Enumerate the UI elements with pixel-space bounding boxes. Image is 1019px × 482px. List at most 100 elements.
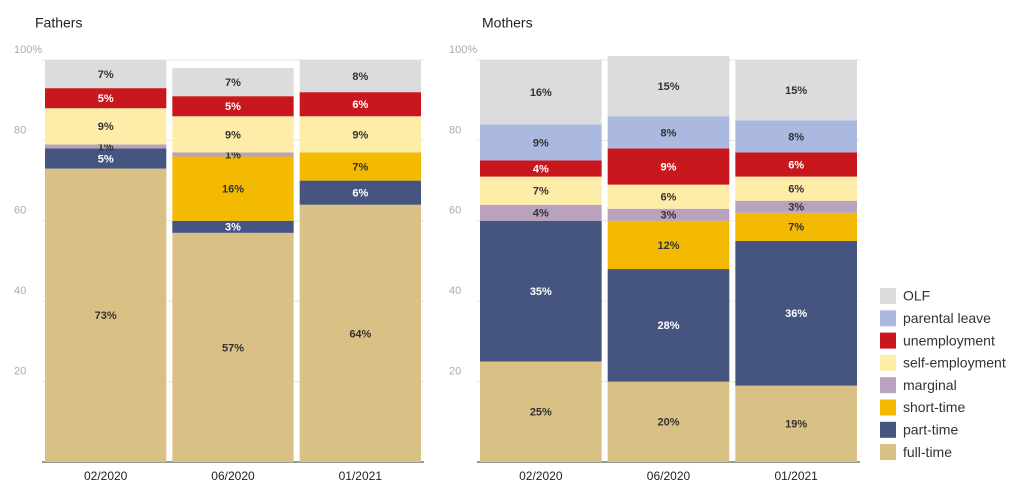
bar-segment [607, 269, 730, 382]
y-tick-label: 60 [449, 205, 461, 217]
legend-label: parental leave [903, 310, 991, 326]
data-label: 20% [657, 417, 679, 429]
data-label: 7% [788, 222, 804, 234]
data-label: 6% [352, 188, 368, 200]
data-label: 16% [222, 184, 244, 196]
y-tick-label: 40 [449, 285, 461, 297]
legend-swatch [880, 377, 896, 394]
data-label: 7% [225, 77, 241, 89]
x-tick-label: 01/2021 [774, 469, 818, 482]
legend-label: unemployment [903, 332, 995, 348]
data-label: 3% [661, 210, 677, 222]
bar-segment [607, 116, 730, 149]
data-label: 5% [98, 93, 114, 105]
x-tick-label: 06/2020 [211, 469, 255, 482]
bar-segment [299, 180, 421, 205]
bar-segment [45, 144, 167, 149]
data-label: 57% [222, 342, 244, 354]
legend-swatch [880, 354, 896, 371]
y-tick-label: 80 [449, 124, 461, 136]
legend-swatch [880, 332, 896, 349]
x-tick-label: 06/2020 [647, 469, 691, 482]
data-label: 7% [352, 161, 368, 173]
bar-segment [299, 116, 421, 153]
data-label: 73% [95, 310, 117, 322]
data-label: 3% [225, 222, 241, 234]
bar-segment [299, 60, 421, 93]
y-tick-label: 100% [449, 44, 477, 56]
bar-segment [607, 220, 730, 270]
data-label: 8% [352, 71, 368, 83]
legend-label: marginal [903, 377, 957, 393]
x-tick-label: 02/2020 [519, 469, 563, 482]
data-label: 15% [657, 81, 679, 93]
bar-segment [172, 152, 294, 157]
data-label: 19% [785, 419, 807, 431]
data-label: 3% [788, 202, 804, 214]
data-label: 7% [98, 69, 114, 81]
data-label: 9% [225, 129, 241, 141]
bar-segment [45, 108, 167, 145]
legend-swatch [880, 310, 896, 327]
legend-label: part-time [903, 422, 958, 438]
bar-segment [735, 200, 857, 213]
data-label: 5% [98, 153, 114, 165]
bar-segment [607, 208, 730, 221]
chart-title: Mothers [482, 15, 533, 31]
bar-segment [172, 232, 294, 462]
data-label: 64% [349, 328, 371, 340]
bar-segment [172, 68, 294, 97]
bar-segment [480, 204, 602, 221]
bar-segment [480, 361, 602, 462]
chart-title: Fathers [35, 15, 82, 31]
legend-label: full-time [903, 444, 952, 460]
bar-segment [480, 160, 602, 177]
bar-segment [172, 156, 294, 221]
data-label: 9% [98, 121, 114, 133]
bar-segment [735, 176, 857, 201]
bar-segment [45, 60, 167, 89]
bar-segment [735, 212, 857, 241]
data-label: 8% [661, 127, 677, 139]
data-label: 8% [788, 131, 804, 143]
y-tick-label: 60 [14, 205, 26, 217]
data-label: 9% [533, 137, 549, 149]
data-label: 7% [533, 186, 549, 198]
y-tick-label: 40 [14, 285, 26, 297]
legend-swatch [880, 399, 896, 416]
y-tick-label: 100% [14, 44, 42, 56]
bar-segment [735, 385, 857, 462]
bar-segment [299, 204, 421, 462]
legend-swatch [880, 421, 896, 438]
legend-swatch [880, 444, 896, 461]
y-tick-label: 20 [449, 366, 461, 378]
legend-swatch [880, 288, 896, 304]
bar-segment [172, 220, 294, 233]
data-label: 12% [657, 240, 679, 252]
data-label: 5% [225, 101, 241, 113]
bar-segment [299, 152, 421, 181]
y-tick-label: 20 [14, 366, 26, 378]
bar-segment [480, 124, 602, 161]
bar-segment [299, 92, 421, 117]
legend-label: OLF [903, 288, 930, 304]
bar-segment [45, 88, 167, 109]
data-label: 4% [533, 208, 549, 220]
data-label: 6% [661, 192, 677, 204]
legend-label: self-employment [903, 355, 1006, 371]
x-tick-label: 01/2021 [339, 469, 383, 482]
data-label: 6% [788, 159, 804, 171]
data-label: 28% [657, 320, 679, 332]
bar-segment [480, 60, 602, 125]
bar-segment [480, 220, 602, 362]
bar-segment [735, 120, 857, 153]
bar-segment [45, 148, 167, 169]
data-label: 35% [530, 286, 552, 298]
bar-segment [172, 116, 294, 153]
bar-segment [607, 55, 730, 117]
data-label: 9% [661, 161, 677, 173]
bar-segment [607, 184, 730, 209]
data-label: 25% [530, 407, 552, 419]
data-label: 6% [788, 184, 804, 196]
